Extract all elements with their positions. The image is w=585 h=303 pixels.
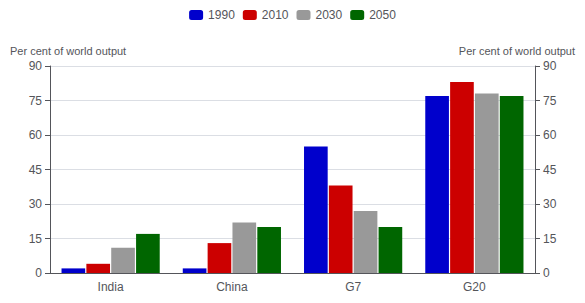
svg-text:60: 60 — [29, 128, 43, 142]
svg-text:15: 15 — [543, 232, 557, 246]
svg-text:India: India — [98, 280, 124, 294]
svg-text:1990: 1990 — [208, 8, 235, 22]
svg-text:0: 0 — [543, 266, 550, 280]
svg-text:0: 0 — [35, 266, 42, 280]
svg-text:2030: 2030 — [316, 8, 343, 22]
svg-text:2050: 2050 — [369, 8, 396, 22]
svg-text:G7: G7 — [345, 280, 361, 294]
svg-text:30: 30 — [29, 197, 43, 211]
svg-text:75: 75 — [29, 94, 43, 108]
svg-text:China: China — [216, 280, 248, 294]
svg-text:Per cent of world output: Per cent of world output — [10, 45, 126, 57]
svg-text:15: 15 — [29, 232, 43, 246]
svg-text:90: 90 — [543, 59, 557, 73]
svg-text:Per cent of world output: Per cent of world output — [459, 45, 575, 57]
svg-text:75: 75 — [543, 94, 557, 108]
svg-text:G20: G20 — [463, 280, 486, 294]
svg-text:45: 45 — [543, 163, 557, 177]
svg-text:45: 45 — [29, 163, 43, 177]
svg-text:60: 60 — [543, 128, 557, 142]
svg-text:90: 90 — [29, 59, 43, 73]
svg-text:2010: 2010 — [262, 8, 289, 22]
svg-text:30: 30 — [543, 197, 557, 211]
